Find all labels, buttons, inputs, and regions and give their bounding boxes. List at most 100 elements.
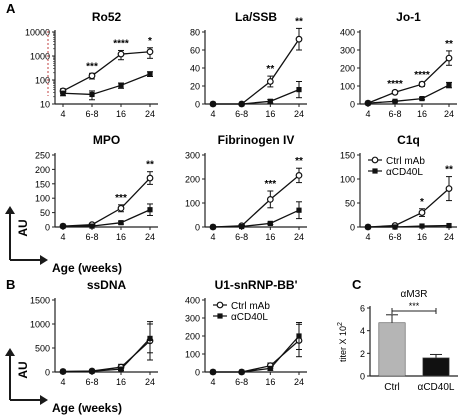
- x-tick-label: 4: [60, 377, 65, 387]
- data-point-open: [445, 185, 453, 193]
- y-tick-label: 250: [35, 151, 50, 161]
- y-tick-label: 200: [185, 175, 200, 185]
- data-point-filled: [267, 220, 273, 226]
- data-point-filled: [446, 222, 452, 229]
- x-tick-label: 24: [145, 377, 155, 387]
- y-tick-label: 300: [185, 314, 200, 324]
- significance-label: **: [445, 39, 453, 50]
- chart-title: C1q: [397, 133, 420, 147]
- shared-axis-label-b: AU Age (weeks): [5, 348, 122, 415]
- age-label-a: Age (weeks): [52, 261, 122, 275]
- y-tick-label: 200: [340, 64, 355, 74]
- chart-title: La/SSB: [235, 10, 277, 24]
- chart-title: MPO: [93, 133, 120, 147]
- au-label-b: AU: [16, 361, 30, 378]
- data-point-open: [266, 78, 274, 85]
- y-tick-label: 10: [40, 100, 50, 110]
- legend-marker-open: [216, 301, 224, 309]
- data-point-filled: [267, 365, 273, 371]
- y-tick-label: 50: [40, 208, 50, 218]
- series-line: [368, 224, 450, 228]
- y-tick-label: 6: [360, 304, 365, 314]
- legend-label: Ctrl mAb: [231, 301, 270, 312]
- x-tick-label: 6-8: [85, 109, 98, 119]
- x-tick-label: 4: [210, 232, 215, 242]
- au-label-a: AU: [16, 219, 30, 236]
- data-point-filled: [118, 220, 124, 226]
- y-tick-label: 100: [35, 194, 50, 204]
- x-tick-label: 24: [145, 109, 155, 119]
- x-tick-label: 16: [417, 232, 427, 242]
- y-tick-label: 20: [190, 82, 200, 92]
- data-point-open: [295, 171, 303, 179]
- y-axis-label-superscript: 2: [337, 322, 344, 326]
- data-point-filled: [419, 96, 425, 102]
- x-tick-label: 6-8: [388, 109, 401, 119]
- x-tick-label: 4: [365, 232, 370, 242]
- series-line: [62, 337, 151, 373]
- x-tick-label: 24: [444, 109, 454, 119]
- legend-marker-filled: [217, 313, 223, 319]
- data-point-filled: [446, 82, 452, 88]
- significance-label: ****: [414, 70, 430, 81]
- significance-label: ****: [113, 38, 129, 49]
- data-point-open: [418, 80, 426, 88]
- data-point-filled: [267, 98, 273, 104]
- x-tick-label: 4: [210, 377, 215, 387]
- x-tick-label: 4: [60, 232, 65, 242]
- data-point-filled: [147, 71, 153, 77]
- significance-label: **: [146, 160, 154, 171]
- y-tick-label: 100: [35, 76, 50, 86]
- significance-label: *: [148, 36, 152, 47]
- legend-marker-open: [371, 156, 379, 164]
- x-tick-label: 6-8: [235, 232, 248, 242]
- y-tick-label: 60: [190, 46, 200, 56]
- series-line: [62, 73, 151, 96]
- series-line: [367, 57, 450, 104]
- legend-label: αCD40L: [386, 167, 423, 178]
- data-point-filled: [210, 224, 216, 230]
- data-point-filled: [239, 223, 245, 230]
- data-point-open: [146, 174, 154, 182]
- data-point-filled: [60, 223, 66, 229]
- panel-letter-c: C: [352, 277, 362, 292]
- x-tick-label: 6-8: [388, 232, 401, 242]
- significance-label: **: [445, 165, 453, 176]
- significance-label: **: [295, 156, 303, 167]
- y-tick-label: 0: [350, 223, 355, 233]
- data-point-filled: [365, 100, 371, 106]
- chart-title: ssDNA: [87, 278, 127, 292]
- data-point-filled: [210, 369, 216, 375]
- bar: [422, 357, 450, 377]
- significance-label: *: [420, 197, 424, 208]
- significance-label: **: [295, 16, 303, 27]
- y-tick-label: 2: [360, 349, 365, 359]
- data-point-filled: [365, 224, 371, 230]
- data-point-filled: [419, 223, 425, 229]
- y-tick-label: 200: [35, 165, 50, 175]
- shared-axis-label-a: AU Age (weeks): [5, 206, 122, 275]
- data-point-open: [88, 72, 96, 80]
- series-line: [213, 340, 300, 373]
- y-tick-label: 40: [190, 64, 200, 74]
- data-point-open: [445, 54, 453, 62]
- y-tick-label: 0: [360, 372, 365, 382]
- y-tick-label: 0: [195, 223, 200, 233]
- y-tick-label: 400: [185, 296, 200, 306]
- age-label-b: Age (weeks): [52, 401, 122, 415]
- y-tick-label: 300: [185, 151, 200, 161]
- y-tick-label: 50: [345, 199, 355, 209]
- x-tick-label: 6-8: [235, 377, 248, 387]
- chart-title: Ro52: [92, 10, 122, 24]
- significance-label: ***: [409, 301, 420, 311]
- data-point-open: [146, 48, 154, 56]
- x-tick-label: αCD40L: [418, 382, 455, 393]
- axis-arrowhead-right-b: [40, 395, 48, 405]
- data-point-open: [117, 50, 125, 58]
- x-tick-label: 24: [294, 109, 304, 119]
- legend-label: αCD40L: [231, 312, 268, 323]
